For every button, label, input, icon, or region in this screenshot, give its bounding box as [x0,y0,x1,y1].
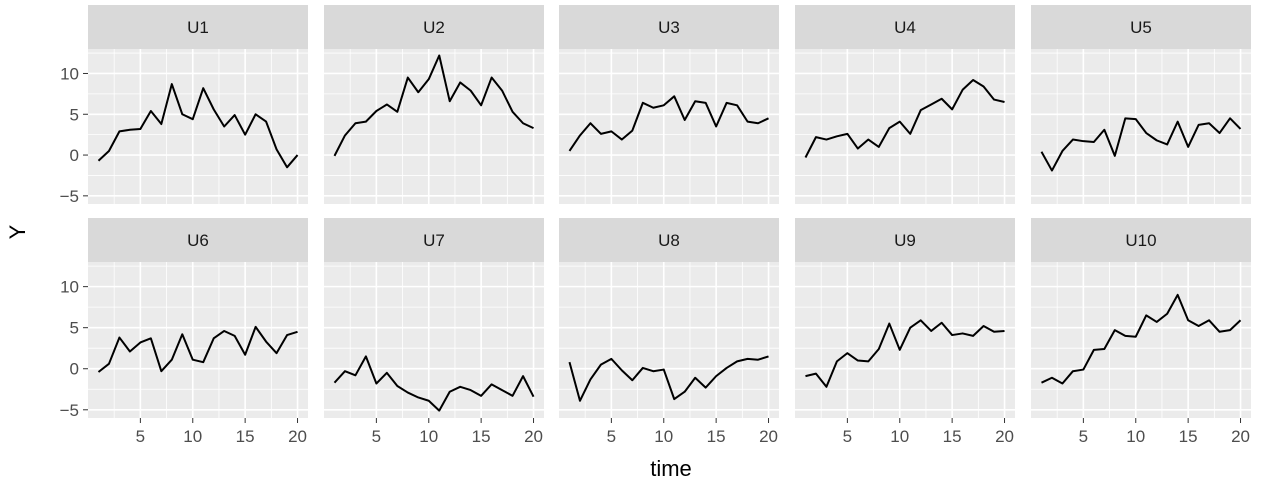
y-tick-label: −5 [60,401,79,420]
panel-u6: U6 [88,218,308,418]
y-tick-label: 10 [60,64,79,83]
strip-label: U6 [187,231,209,250]
strip-label: U1 [187,18,209,37]
x-tick-label: 15 [472,427,491,446]
strip-label: U9 [894,231,916,250]
series-line-u1 [97,83,299,169]
x-tick-label: 15 [236,427,255,446]
strip-background [324,218,544,262]
strip-label: U5 [1130,18,1152,37]
strip-background [324,5,544,49]
strip-background [795,218,1015,262]
x-tick-label: 15 [1179,427,1198,446]
x-tick-label: 20 [995,427,1014,446]
y-tick-label: −5 [60,187,79,206]
strip-label: U10 [1125,231,1156,250]
y-tick-label: 5 [70,319,79,338]
x-tick-label: 5 [843,427,852,446]
x-tick-label: 15 [707,427,726,446]
y-axis-title: Y [5,224,30,239]
strip-background [88,218,308,262]
strip-background [1031,218,1251,262]
series-line-u2 [333,54,534,157]
panel-background [88,49,308,204]
facet-panels: U1 U2 U3 U4 U5 U6 U7 U8 U9 U10 [88,5,1251,418]
x-tick-label: 20 [288,427,307,446]
strip-label: U2 [423,18,445,37]
panel-u10: U10 [1031,218,1251,418]
series-line-u5 [1040,117,1242,172]
axes: −5 0 5 10 −5 0 5 10 5 10 15 20 5 10 15 20 5 10 15 20 5 10 15 20… [60,64,1250,446]
series-line-u3 [568,95,769,152]
panel-u7: U7 [324,218,544,418]
x-tick-label: 5 [1079,427,1088,446]
series-line-u4 [804,79,1005,158]
y-tick-label: 0 [70,360,79,379]
x-tick-label: 10 [183,427,202,446]
strip-background [88,5,308,49]
x-tick-label: 20 [524,427,543,446]
strip-label: U4 [894,18,916,37]
series-line-u7 [333,355,535,412]
x-tick-label: 5 [136,427,145,446]
strip-label: U7 [423,231,445,250]
x-tick-label: 10 [419,427,438,446]
series-line-u8 [568,355,769,402]
series-line-u10 [1041,293,1242,385]
strip-background [1031,5,1251,49]
strip-label: U3 [658,18,680,37]
x-axis-title: time [650,456,692,481]
strip-label: U8 [658,231,680,250]
strip-background [795,5,1015,49]
strip-background [559,5,779,49]
panel-u4: U4 [795,5,1015,204]
panel-background [559,262,779,418]
x-tick-label: 10 [654,427,673,446]
panel-u8: U8 [559,218,779,418]
x-tick-label: 10 [1126,427,1145,446]
panel-u1: U1 [88,5,308,204]
panel-u5: U5 [1031,5,1251,204]
x-tick-label: 20 [1231,427,1250,446]
panel-background [559,49,779,204]
strip-background [559,218,779,262]
panel-u9: U9 [795,218,1015,418]
x-tick-label: 15 [943,427,962,446]
x-tick-label: 5 [607,427,616,446]
x-tick-label: 10 [890,427,909,446]
y-tick-label: 5 [70,105,79,124]
panel-background [1031,262,1251,418]
panel-u2: U2 [324,5,544,204]
x-tick-label: 5 [372,427,381,446]
series-line-u9 [805,319,1005,388]
x-tick-label: 20 [759,427,778,446]
panel-u3: U3 [559,5,779,204]
y-tick-label: 10 [60,278,79,297]
panel-background [324,49,544,204]
series-line-u6 [97,325,298,373]
y-tick-label: 0 [70,146,79,165]
